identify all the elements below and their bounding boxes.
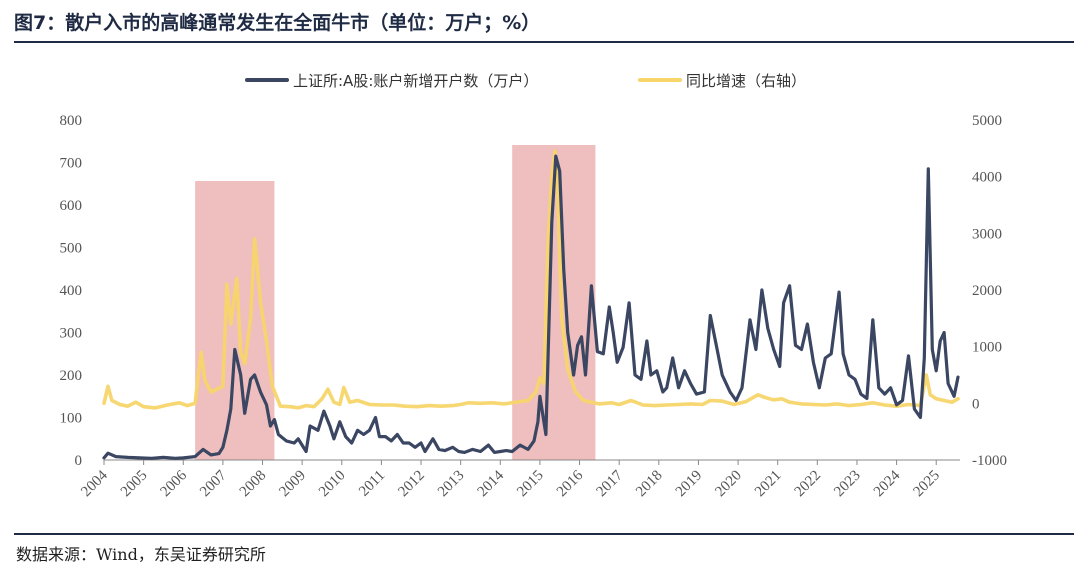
series-line-accounts bbox=[102, 154, 960, 460]
y-left-tick-label: 700 bbox=[60, 156, 83, 172]
y-right-tick-label: 3000 bbox=[972, 226, 1002, 242]
x-tick-label: 2017 bbox=[593, 467, 626, 500]
y-left-tick-label: 500 bbox=[60, 241, 83, 257]
x-tick-label: 2016 bbox=[554, 467, 587, 500]
x-tick-label: 2018 bbox=[633, 468, 666, 501]
x-tick-label: 2020 bbox=[712, 468, 745, 501]
x-tick-label: 2008 bbox=[237, 468, 270, 501]
y-right-tick-label: 0 bbox=[972, 396, 980, 412]
x-tick-label: 2024 bbox=[871, 467, 904, 500]
y-left-tick-label: 200 bbox=[60, 368, 83, 384]
x-tick-label: 2023 bbox=[831, 468, 864, 501]
y-left-tick-label: 300 bbox=[60, 326, 83, 342]
series-line-yoy bbox=[102, 149, 960, 410]
y-left-tick-label: 100 bbox=[60, 411, 83, 427]
chart-title: 图7：散户入市的高峰通常发生在全面牛市（单位：万户；%） bbox=[14, 12, 541, 34]
x-tick-label: 2009 bbox=[276, 468, 309, 501]
y-right-tick-label: -1000 bbox=[972, 453, 1007, 469]
x-tick-label: 2015 bbox=[514, 468, 547, 501]
x-tick-label: 2007 bbox=[197, 467, 230, 500]
x-tick-label: 2005 bbox=[118, 468, 151, 501]
y-left-tick-label: 0 bbox=[75, 453, 83, 469]
x-tick-label: 2012 bbox=[395, 468, 428, 501]
y-right-tick-label: 1000 bbox=[972, 340, 1002, 356]
x-tick-label: 2010 bbox=[316, 468, 349, 501]
highlight-bands bbox=[195, 145, 596, 460]
bottom-rule bbox=[14, 533, 1074, 535]
x-tick-label: 2022 bbox=[792, 468, 825, 501]
x-tick-label: 2021 bbox=[752, 468, 785, 501]
source-note: 数据来源：Wind，东吴证券研究所 bbox=[16, 545, 266, 564]
top-rule bbox=[14, 41, 1074, 43]
x-tick-label: 2004 bbox=[78, 467, 111, 500]
series-lines bbox=[102, 149, 960, 460]
x-tick-label: 2014 bbox=[475, 467, 508, 500]
y-right-tick-label: 4000 bbox=[972, 170, 1002, 186]
x-tick-label: 2019 bbox=[673, 468, 706, 501]
highlight-band bbox=[195, 181, 275, 460]
y-right-tick-label: 2000 bbox=[972, 283, 1002, 299]
y-left-tick-label: 600 bbox=[60, 198, 83, 214]
x-tick-label: 2025 bbox=[911, 468, 944, 501]
y-right-tick-label: 5000 bbox=[972, 113, 1002, 129]
legend-item-yoy-label: 同比增速（右轴） bbox=[686, 72, 806, 90]
x-tick-label: 2011 bbox=[356, 468, 388, 500]
legend: 上证所:A股:账户新增开户数（万户） 同比增速（右轴） bbox=[245, 72, 806, 90]
x-tick-label: 2013 bbox=[435, 468, 468, 501]
x-tick-label: 2006 bbox=[158, 467, 191, 500]
y-left-tick-label: 800 bbox=[60, 113, 83, 129]
y-left-tick-label: 400 bbox=[60, 283, 83, 299]
legend-item-accounts-label: 上证所:A股:账户新增开户数（万户） bbox=[293, 72, 538, 90]
